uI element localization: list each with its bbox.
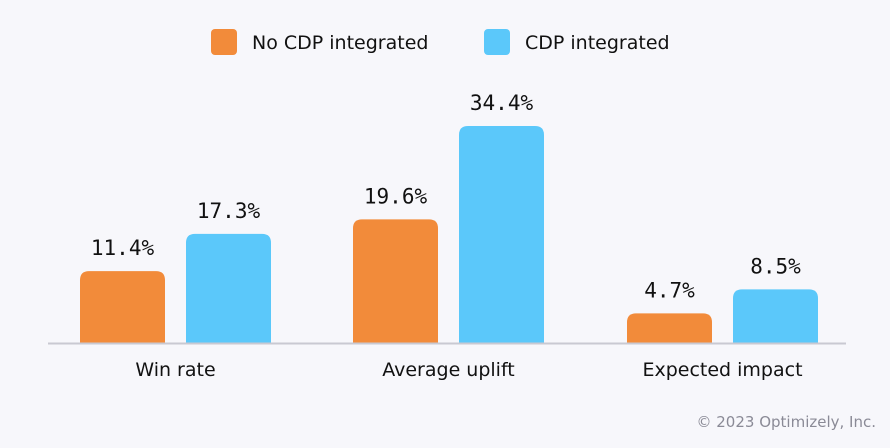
legend-label-0: No CDP integrated — [252, 32, 428, 54]
bar-no-cdp-2 — [627, 313, 712, 343]
data-label: 34.4% — [470, 91, 534, 115]
data-label: 17.3% — [197, 199, 261, 223]
bar-cdp-0 — [186, 233, 271, 343]
category-label: Average uplift — [382, 359, 515, 381]
data-label: 4.7% — [644, 278, 695, 302]
category-label: Win rate — [135, 359, 215, 381]
data-label: 8.5% — [750, 254, 801, 278]
bar-cdp-1 — [459, 126, 544, 343]
legend-label-1: CDP integrated — [525, 32, 670, 54]
bar-no-cdp-1 — [353, 219, 438, 343]
category-labels: Win rate Average uplift Expected impact — [135, 359, 802, 381]
legend-swatch-0 — [211, 29, 237, 55]
category-label: Expected impact — [642, 359, 802, 381]
data-label: 19.6% — [364, 184, 428, 208]
bar-cdp-2 — [733, 289, 818, 343]
bars: 11.4% 17.3% 19.6% 34.4% 4.7% 8.5% — [80, 91, 818, 343]
legend: No CDP integrated CDP integrated — [211, 29, 670, 55]
copyright: © 2023 Optimizely, Inc. — [697, 413, 877, 431]
bar-no-cdp-0 — [80, 271, 165, 343]
data-label: 11.4% — [91, 236, 155, 260]
legend-swatch-1 — [484, 29, 510, 55]
